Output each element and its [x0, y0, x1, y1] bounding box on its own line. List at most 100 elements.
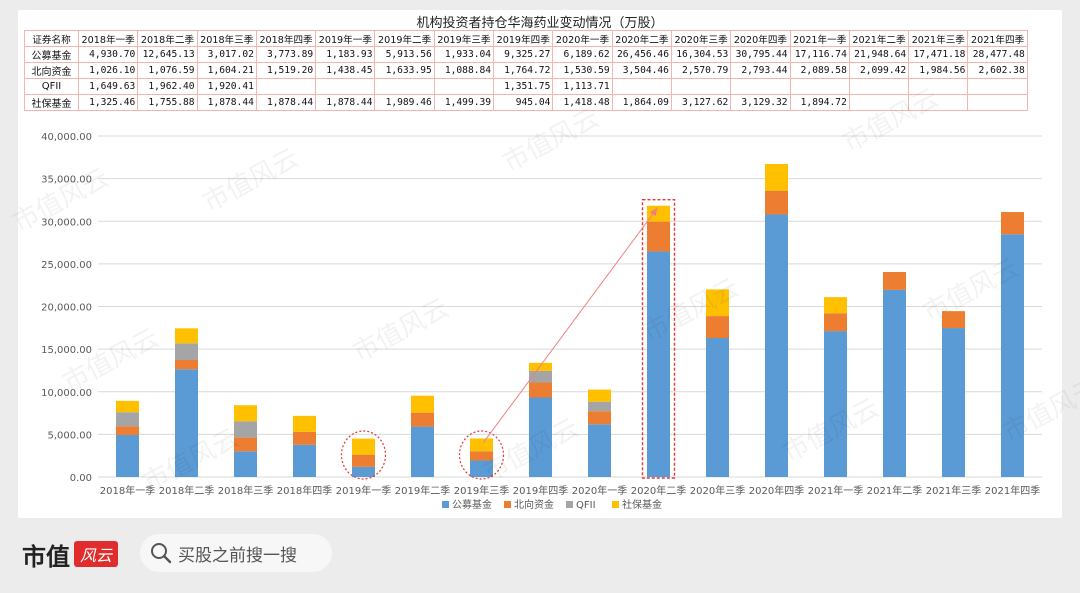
bar-segment	[293, 431, 316, 445]
footer: 市值 风云 买股之前搜一搜	[0, 518, 1080, 593]
bar-segment	[470, 438, 493, 452]
stacked-bar-chart: 0.00 5,000.00 10,000.00 15,000.00 20,000.00 2…	[41, 132, 1042, 511]
bar-segment	[588, 389, 611, 402]
bar-segment	[529, 382, 552, 398]
bar-segment	[647, 205, 670, 222]
legend-label: 公募基金	[452, 498, 492, 511]
bar-segment	[588, 424, 611, 477]
x-tick-label: 2021年一季	[808, 484, 863, 497]
bar-segment	[529, 370, 552, 383]
bar-segment	[234, 405, 257, 422]
bar-segment	[1001, 212, 1024, 235]
table-cell: 1,864.09	[611, 94, 672, 111]
bar-segment	[706, 289, 729, 317]
table-cell: 1,878.44	[196, 94, 257, 111]
table-row: 公募基金 4,930.70 12,645.13 3,017.02 3,773.89 1,1…	[24, 46, 1028, 63]
y-tick-label: 10,000.00	[41, 388, 92, 399]
legend-label: QFII	[576, 500, 596, 511]
bar-segment	[234, 437, 257, 452]
annotation-arrow-line	[483, 207, 658, 443]
x-tick-label: 2020年一季	[572, 484, 627, 497]
x-tick-label: 2019年二季	[395, 484, 450, 497]
x-tick-label: 2021年三季	[926, 484, 981, 497]
y-tick-label: 20,000.00	[41, 303, 92, 314]
bar-segment	[647, 251, 670, 477]
legend-swatch	[504, 501, 511, 508]
bar-segment	[883, 271, 906, 290]
bar-segment	[175, 343, 198, 361]
x-tick-label: 2019年三季	[454, 484, 509, 497]
y-tick-label: 35,000.00	[41, 175, 92, 186]
x-tick-label: 2018年二季	[159, 484, 214, 497]
bar-segment	[175, 328, 198, 344]
x-tick-label: 2021年二季	[867, 484, 922, 497]
bar-segment	[293, 415, 316, 432]
table-cell: 1,989.46	[374, 94, 435, 111]
bar-segment	[352, 454, 375, 467]
table-cell: 1,418.48	[552, 94, 613, 111]
annotation-box	[641, 198, 676, 479]
y-tick-label: 15,000.00	[41, 345, 92, 356]
table-cell: 1,878.44	[255, 94, 317, 111]
bar-segment	[116, 412, 139, 427]
x-tick-label: 2020年四季	[749, 484, 804, 497]
legend-label: 社保基金	[622, 498, 662, 511]
bar-segment	[293, 444, 316, 477]
annotation-circle	[340, 430, 387, 480]
bar-segment	[116, 400, 139, 413]
bar-segment	[706, 338, 729, 477]
bar-segment	[529, 397, 552, 477]
legend-swatch	[612, 501, 619, 508]
annotation-arrow-head	[649, 207, 658, 217]
bar-segment	[470, 460, 493, 477]
y-tick-label: 25,000.00	[41, 260, 92, 271]
brand-tag: 风云	[74, 541, 119, 567]
bar-segment	[116, 434, 139, 477]
legend-label: 北向资金	[514, 498, 554, 511]
bar-segment	[942, 311, 965, 329]
annotation-circle	[458, 430, 505, 480]
bar-segment	[706, 316, 729, 339]
table-cell: 1,499.39	[433, 94, 495, 111]
legend-swatch	[442, 501, 449, 508]
brand-text: 市值	[22, 541, 70, 571]
y-tick-label: 0.00	[70, 473, 92, 484]
bar-segment	[1001, 234, 1024, 477]
bar-segment	[824, 297, 847, 314]
bar-segment	[765, 190, 788, 215]
x-tick-label: 2019年四季	[513, 484, 568, 497]
x-tick-label: 2018年三季	[218, 484, 273, 497]
x-tick-label: 2018年一季	[100, 484, 155, 497]
bar-segment	[411, 412, 434, 427]
bar-segment	[824, 313, 847, 332]
x-tick-label: 2019年一季	[336, 484, 391, 497]
x-tick-label: 2020年三季	[690, 484, 745, 497]
bar-segment	[352, 466, 375, 477]
bar-segment	[588, 401, 611, 412]
x-tick-label: 2018年四季	[277, 484, 332, 497]
bar-segment	[883, 289, 906, 477]
legend-swatch	[566, 501, 573, 508]
bar-segment	[411, 395, 434, 413]
y-tick-label: 5,000.00	[47, 430, 92, 441]
y-tick-label: 30,000.00	[41, 217, 92, 228]
bar-segment	[824, 331, 847, 477]
search-box[interactable]: 买股之前搜一搜	[140, 534, 332, 572]
bar-segment	[942, 328, 965, 477]
y-tick-label: 40,000.00	[41, 132, 92, 143]
x-tick-label: 2021年四季	[985, 484, 1040, 497]
bar-segment	[116, 426, 139, 435]
table-row: QFII 1,649.63 1,962.40 1,920.41 1,351.75 1,11…	[24, 78, 1028, 95]
bar-segment	[765, 163, 788, 191]
bar-segment	[175, 360, 198, 370]
bar-segment	[234, 421, 257, 438]
bar-segment	[352, 438, 375, 455]
table-cell: 1,755.88	[137, 94, 198, 111]
bar-segment	[765, 214, 788, 477]
search-text: 买股之前搜一搜	[178, 545, 297, 566]
bar-segment	[529, 362, 552, 371]
search-icon	[151, 543, 172, 564]
table-row: 社保基金 1,325.46 1,755.88 1,878.44 1,878.44 1,87…	[24, 94, 1028, 111]
bar-segment	[234, 451, 257, 477]
bar-segment	[175, 369, 198, 477]
